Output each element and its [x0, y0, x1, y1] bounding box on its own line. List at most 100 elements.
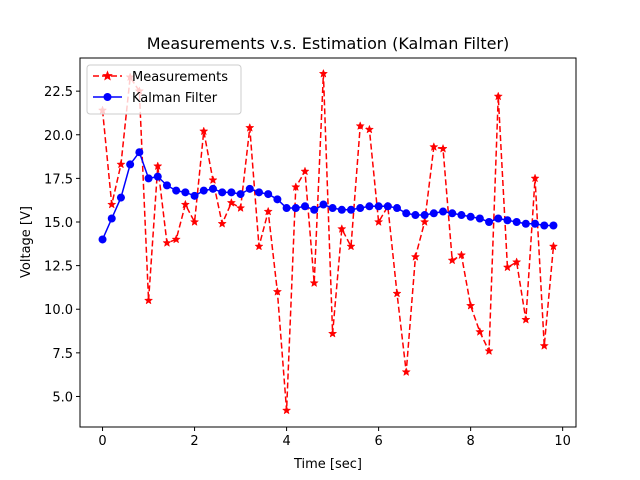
- measurement-point: [493, 91, 503, 101]
- measurement-point: [263, 206, 273, 216]
- measurement-point: [419, 217, 430, 226]
- y-tick-label: 17.5: [44, 172, 73, 187]
- kalman-filter-point: [310, 205, 319, 214]
- kalman-filter-point: [448, 209, 457, 218]
- kalman-filter-point: [512, 218, 521, 226]
- x-tick-label: 2: [190, 434, 198, 449]
- kalman-filter-point: [227, 188, 236, 197]
- kalman-filter-point: [411, 211, 420, 220]
- x-tick-label: 4: [282, 434, 290, 449]
- measurement-point: [107, 199, 117, 209]
- y-tick-label: 22.5: [44, 85, 73, 100]
- legend-measurements-label: Measurements: [132, 70, 228, 85]
- kalman-filter-point: [126, 160, 135, 169]
- kalman-filter-point: [172, 186, 181, 195]
- y-tick-label: 10.0: [44, 303, 73, 318]
- legend-kalman-label: Kalman Filter: [132, 91, 218, 106]
- measurement-point: [364, 124, 375, 134]
- measurement-point: [180, 199, 191, 209]
- kalman-filter-point: [383, 202, 392, 211]
- kalman-filter-point: [181, 188, 190, 197]
- measurement-point: [235, 203, 246, 213]
- legend-measurements-marker: [102, 70, 113, 81]
- y-tick-label: 20.0: [44, 129, 73, 144]
- kalman-filter-point: [457, 211, 466, 220]
- measurement-point: [429, 142, 439, 151]
- legend-kalman-marker: [103, 93, 112, 101]
- kalman-filter-point: [475, 214, 484, 223]
- kalman-filter-point: [485, 218, 494, 226]
- kalman-filter-point: [347, 205, 356, 214]
- kalman-filter-point: [549, 221, 558, 230]
- kalman-filter-point: [245, 184, 254, 193]
- kalman-filter-point: [540, 221, 549, 230]
- kalman-filter-point: [153, 172, 162, 181]
- measurement-point: [281, 405, 292, 415]
- measurement-point: [410, 251, 421, 261]
- x-axis-ticks: 0 2 4 6 8 10: [98, 427, 571, 449]
- measurement-point: [254, 241, 264, 251]
- x-tick-label: 0: [98, 434, 106, 449]
- kalman-filter-point: [466, 212, 475, 221]
- kalman-filter-point: [531, 219, 540, 228]
- kalman-filter-point: [393, 204, 402, 213]
- measurements-line: [101, 72, 555, 412]
- measurement-point: [346, 241, 356, 251]
- kalman-filter-point: [402, 209, 411, 218]
- measurement-point: [153, 161, 163, 171]
- kalman-filter-point: [365, 202, 374, 211]
- measurement-point: [465, 300, 476, 310]
- kalman-filter-point: [199, 186, 208, 195]
- measurement-point: [484, 346, 494, 356]
- measurement-point: [337, 224, 347, 233]
- kalman-filter-point: [190, 191, 199, 200]
- y-axis-ticks: 5.0 7.5 10.0 12.5 15.0 17.5 20.0 22.5: [44, 85, 80, 405]
- measurement-point: [392, 288, 402, 298]
- kalman-filter-point: [254, 188, 263, 197]
- measurement-point: [208, 175, 218, 185]
- measurement-point: [530, 173, 540, 183]
- measurement-point: [309, 278, 319, 288]
- kalman-filter-point: [521, 219, 530, 228]
- chart-title: Measurements v.s. Estimation (Kalman Fil…: [147, 34, 510, 53]
- kalman-filter-point: [116, 193, 125, 202]
- measurement-point: [475, 327, 485, 336]
- kalman-filter-point: [300, 202, 309, 211]
- kalman-filter-point: [144, 174, 153, 183]
- kalman-filter-point: [107, 214, 116, 223]
- y-tick-label: 15.0: [44, 216, 73, 231]
- measurement-point: [502, 262, 513, 272]
- kalman-filter-point: [503, 216, 512, 225]
- kalman-filter-point: [494, 214, 503, 223]
- measurement-point: [438, 143, 448, 153]
- measurement-point: [116, 159, 126, 169]
- measurement-point: [548, 241, 559, 251]
- legend: Measurements Kalman Filter: [86, 64, 242, 115]
- measurement-point: [143, 295, 154, 305]
- measurement-point: [447, 255, 457, 265]
- measurement-point: [189, 217, 200, 226]
- axes-frame: [79, 57, 577, 428]
- measurement-point: [199, 126, 209, 136]
- series-layer: [97, 68, 559, 415]
- kalman-filter-point: [208, 184, 217, 193]
- y-tick-label: 5.0: [52, 390, 73, 405]
- y-tick-label: 12.5: [44, 260, 73, 275]
- measurement-point: [245, 122, 255, 132]
- measurement-point: [318, 68, 329, 78]
- measurement-point: [521, 314, 531, 324]
- x-axis-label: Time [sec]: [293, 457, 362, 472]
- kalman-filter-point: [319, 200, 328, 209]
- measurement-point: [226, 197, 237, 207]
- kalman-filter-point: [98, 235, 107, 244]
- kalman-filter-point: [429, 209, 438, 218]
- y-tick-label: 7.5: [52, 347, 73, 362]
- measurement-point: [539, 340, 549, 350]
- kalman-filter-point: [273, 195, 282, 204]
- measurement-point: [291, 182, 301, 192]
- kalman-filter-point: [328, 204, 337, 213]
- measurement-point: [373, 217, 384, 226]
- kalman-filter-point: [218, 188, 227, 197]
- kalman-filter-point: [135, 148, 144, 157]
